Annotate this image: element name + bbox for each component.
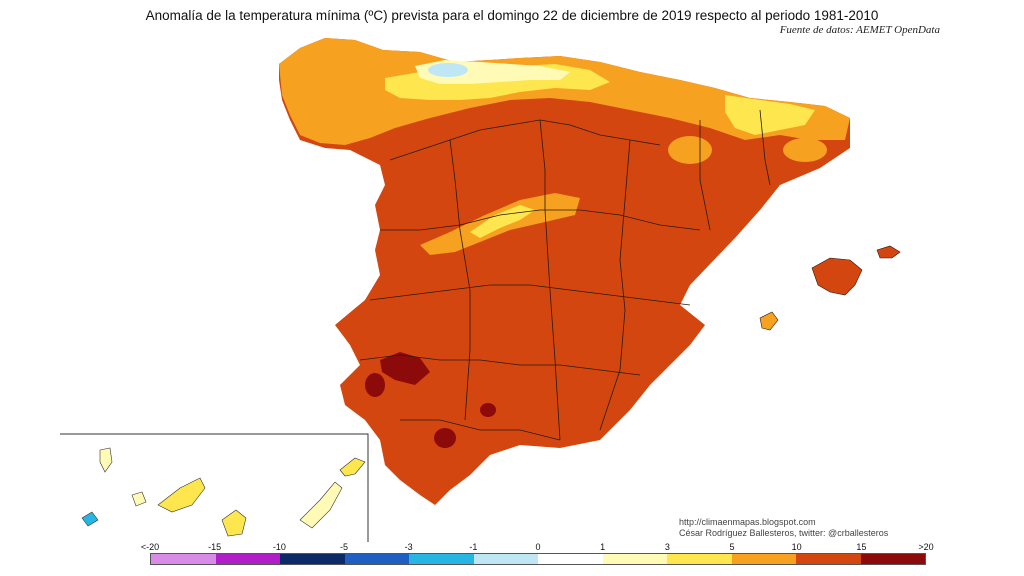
legend-swatch: [796, 554, 861, 564]
cordoba-hot-spot: [480, 403, 496, 417]
central-system-yellow: [470, 205, 535, 238]
guadiana-hot-spot: [380, 352, 430, 385]
fuerteventura-island: [299, 481, 343, 529]
data-source-note: Fuente de datos: AEMET OpenData: [779, 24, 940, 36]
legend-swatch: [667, 554, 732, 564]
legend-label: -1: [469, 542, 478, 552]
legend-label: <-20: [140, 542, 160, 552]
legend-labels: <-20 -15 -10 -5 -3 -1 0 1 3 5 10 15 >20: [141, 542, 934, 553]
legend-swatch: [731, 554, 796, 564]
huelva-hot-spot: [365, 373, 385, 397]
legend-label: 3: [664, 542, 670, 552]
legend-swatch: [151, 554, 216, 564]
iberian-range-patch: [668, 136, 712, 164]
province-boundaries: [359, 109, 771, 441]
legend-label: >20: [918, 542, 934, 552]
legend-swatch: [473, 554, 538, 564]
cool-anomaly-patch: [428, 63, 468, 77]
lanzarote-island: [339, 457, 366, 477]
legend-label: -15: [208, 542, 222, 552]
el-hierro-island: [81, 511, 99, 527]
color-legend: [150, 553, 926, 565]
legend-label: 1: [600, 542, 606, 552]
credit-author: César Rodríguez Ballesteros, twitter: @c…: [679, 528, 889, 538]
legend-swatch: [860, 554, 925, 564]
credit-url: http://climaenmapas.blogspot.com: [679, 517, 816, 527]
pyrenees-yellow-band: [725, 95, 815, 135]
ibiza-island: [759, 311, 779, 331]
gran-canaria-island: [221, 509, 247, 537]
legend-swatch: [538, 554, 603, 564]
legend-label: -5: [339, 542, 349, 552]
legend-label: 10: [791, 542, 802, 552]
legend-label: 15: [856, 542, 867, 552]
legend-swatch: [215, 554, 280, 564]
legend-label: 5: [729, 542, 735, 552]
canary-islands-inset: [60, 433, 369, 542]
la-palma-island: [99, 447, 113, 473]
la-gomera-island: [131, 491, 147, 507]
legend-label: 0: [535, 542, 541, 552]
legend-swatch: [280, 554, 345, 564]
menorca-island: [876, 245, 901, 259]
map-title: Anomalía de la temperatura mínima (ºC) p…: [145, 8, 879, 23]
sevilla-hot-spot: [434, 428, 456, 448]
tenerife-island: [157, 477, 206, 513]
mallorca-island: [811, 257, 863, 296]
legend-swatch: [344, 554, 409, 564]
legend-swatch: [602, 554, 667, 564]
legend-swatch: [409, 554, 474, 564]
catalonia-patch: [783, 138, 827, 162]
legend-label: -10: [272, 542, 286, 552]
legend-label: -3: [404, 542, 413, 552]
